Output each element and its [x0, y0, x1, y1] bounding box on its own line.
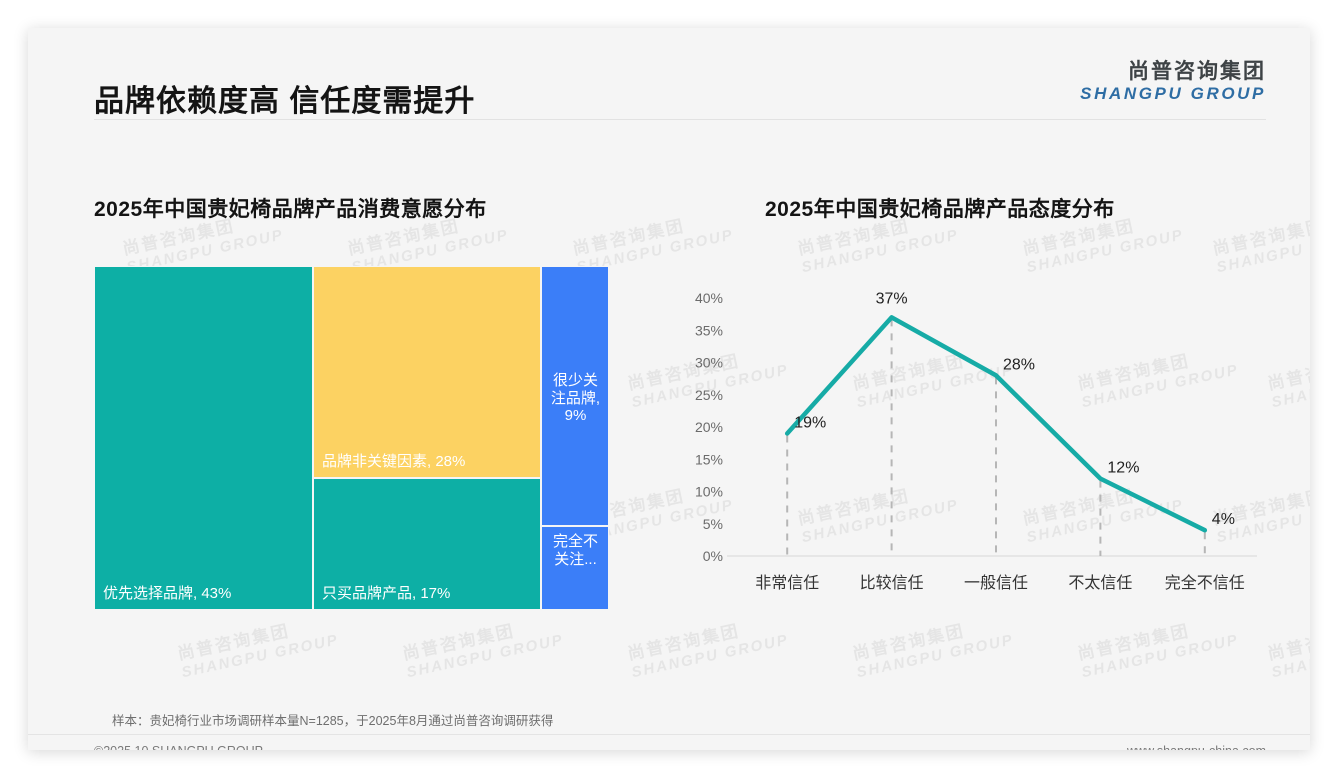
treemap-tile-label: 只买品牌产品, 17%: [322, 585, 451, 603]
page-title: 品牌依赖度高 信任度需提升: [94, 85, 476, 118]
x-axis-tick-label: 一般信任: [964, 574, 1028, 592]
data-point-label: 19%: [794, 414, 826, 431]
header-divider: [94, 119, 1266, 120]
data-point-label: 37%: [876, 290, 908, 307]
x-axis-tick-label: 完全不信任: [1165, 574, 1245, 592]
data-point-label: 4%: [1212, 511, 1235, 528]
treemap-tile-label: 品牌非关键因素, 28%: [322, 453, 466, 471]
y-axis-tick-label: 25%: [695, 387, 723, 403]
treemap-chart: 优先选择品牌, 43% 品牌非关键因素, 28% 只买品牌产品, 17% 很少关注品牌…: [94, 266, 609, 610]
y-axis-tick-label: 15%: [695, 451, 723, 467]
source-note: 样本：贵妃椅行业市场调研样本量N=1285，于2025年8月通过尚普咨询调研获得: [112, 714, 554, 728]
treemap-tile-label: 很少关注品牌, 9%: [550, 372, 601, 425]
treemap-tile[interactable]: 优先选择品牌, 43%: [94, 266, 313, 610]
treemap-tile[interactable]: 很少关注品牌, 9%: [541, 266, 609, 526]
copyright-text: ©2025.10 SHANGPU GROUP: [94, 744, 263, 750]
treemap-tile[interactable]: 完全不关注...: [541, 526, 609, 610]
treemap-tile-label: 优先选择品牌, 43%: [103, 585, 232, 603]
footer-divider: [28, 734, 1310, 735]
y-axis-tick-label: 20%: [695, 419, 723, 435]
right-chart-title: 2025年中国贵妃椅品牌产品态度分布: [765, 198, 1115, 221]
y-axis-tick-label: 5%: [703, 516, 723, 532]
left-chart-title: 2025年中国贵妃椅品牌产品消费意愿分布: [94, 198, 487, 221]
x-axis-tick-label: 比较信任: [860, 574, 924, 592]
y-axis-tick-label: 0%: [703, 548, 723, 564]
logo-text-en: SHANGPU GROUP: [1080, 83, 1266, 103]
slide-canvas: 尚普咨询集团 SHANGPU GROUP 尚普咨询集团 SHANGPU GROUP 尚普…: [28, 28, 1310, 750]
line-chart: 40% 35% 30% 25% 20% 15% 10% 5% 0% 19% 37% 28% 12% 4% 非…: [673, 278, 1273, 618]
y-axis-tick-label: 30%: [695, 355, 723, 371]
logo-text-cn: 尚普咨询集团: [1128, 60, 1266, 83]
slide-header: 品牌依赖度高 信任度需提升 尚普咨询集团 SHANGPU GROUP: [28, 28, 1310, 120]
treemap-tile[interactable]: 品牌非关键因素, 28%: [313, 266, 541, 478]
treemap-tile-label: 完全不关注...: [552, 533, 598, 568]
x-axis-tick-label: 非常信任: [755, 574, 819, 592]
data-point-label: 28%: [1003, 356, 1035, 373]
y-axis-tick-label: 40%: [695, 290, 723, 306]
x-axis-tick-label: 不太信任: [1068, 574, 1132, 592]
treemap-tile[interactable]: 只买品牌产品, 17%: [313, 478, 541, 610]
line-series[interactable]: [784, 315, 1208, 533]
website-link[interactable]: www.shangpu-china.com: [1127, 744, 1266, 750]
y-axis-tick-label: 35%: [695, 322, 723, 338]
y-axis-tick-label: 10%: [695, 484, 723, 500]
line-chart-svg: 40% 35% 30% 25% 20% 15% 10% 5% 0% 19% 37% 28% 12% 4% 非…: [695, 290, 1257, 592]
data-point-label: 12%: [1107, 460, 1139, 477]
brand-logo: 尚普咨询集团 SHANGPU GROUP: [1080, 60, 1266, 103]
